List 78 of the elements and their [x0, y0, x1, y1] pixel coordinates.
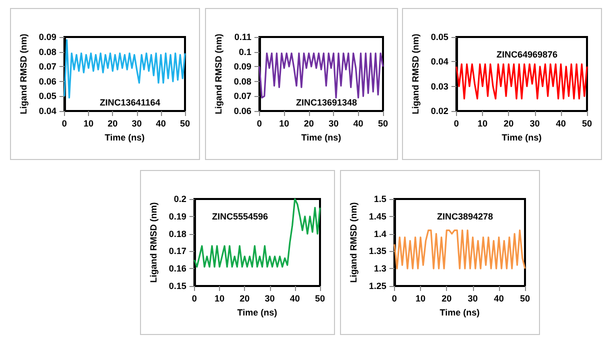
x-tick-label: 30: [468, 294, 478, 304]
y-tick-label: 0.05: [430, 32, 448, 42]
line-series: [456, 63, 588, 100]
line-series: [394, 230, 526, 270]
x-tick-label: 20: [442, 294, 452, 304]
x-tick-label: 50: [180, 118, 190, 128]
y-tick-label: 0.09: [234, 62, 252, 72]
x-axis-title: Time (ns): [301, 132, 342, 142]
y-tick-label: 1.4: [374, 228, 386, 239]
y-axis-title: Ligand RMSD (nm): [18, 34, 28, 114]
x-tick-label: 40: [156, 118, 166, 128]
y-tick-label: 1.25: [368, 281, 386, 291]
x-tick-label: 20: [304, 118, 314, 128]
y-tick-label: 0.07: [234, 91, 252, 102]
x-axis-title: Time (ns): [502, 132, 542, 142]
y-tick-label: 1.3: [374, 264, 386, 274]
x-tick-label: 30: [530, 118, 540, 128]
x-tick-label: 20: [108, 118, 118, 128]
line-series: [258, 52, 384, 98]
y-axis-title: Ligand RMSD (nm): [214, 34, 224, 114]
x-tick-label: 0: [192, 294, 197, 304]
x-tick-label: 0: [392, 294, 397, 304]
y-tick-label: 0.19: [168, 211, 186, 222]
x-tick-label: 0: [256, 118, 262, 128]
x-tick-label: 40: [290, 294, 300, 304]
x-tick-label: 10: [214, 294, 225, 304]
x-tick-label: 30: [328, 118, 339, 128]
x-tick-label: 50: [582, 118, 592, 128]
y-tick-label: 0.03: [430, 81, 448, 92]
y-tick-label: 0.02: [430, 106, 448, 116]
y-tick-label: 0.05: [38, 91, 56, 102]
x-tick-label: 20: [504, 118, 514, 128]
y-tick-label: 1.5: [374, 194, 386, 204]
y-tick-label: 0.08: [234, 76, 252, 86]
y-axis-title: Ligand RMSD (nm): [348, 202, 358, 283]
x-tick-label: 10: [416, 294, 426, 304]
y-tick-label: 0.07: [38, 62, 56, 72]
x-tick-label: 30: [132, 118, 142, 128]
text: ZINC13641164: [100, 98, 160, 108]
y-tick-label: 0.18: [168, 228, 186, 239]
y-tick-label: 0.04: [430, 56, 448, 67]
y-tick-label: 0.11: [234, 32, 252, 42]
x-tick-label: 50: [314, 294, 326, 304]
text: ZINC5554596: [212, 212, 268, 222]
y-tick-label: 0.1: [238, 46, 252, 57]
y-tick-label: 0.2: [174, 194, 186, 204]
y-tick-label: 1.45: [368, 211, 386, 222]
x-axis-title: Time (ns): [440, 308, 480, 318]
text: ZINC3894278: [436, 212, 494, 222]
y-axis-title: Ligand RMSD (nm): [148, 202, 158, 283]
x-tick-label: 50: [378, 118, 388, 128]
line-series: [64, 39, 186, 98]
text: ZINC64969876: [496, 50, 558, 60]
x-tick-label: 10: [279, 118, 290, 128]
x-tick-label: 40: [494, 294, 504, 304]
y-tick-label: 0.08: [38, 46, 56, 57]
x-tick-label: 40: [353, 118, 364, 128]
y-axis-title: Ligand RMSD (nm): [410, 34, 420, 114]
y-tick-label: 0.09: [38, 32, 56, 42]
y-tick-label: 0.04: [38, 106, 56, 116]
x-tick-label: 0: [454, 118, 459, 128]
line-series: [194, 198, 321, 268]
x-tick-label: 10: [478, 118, 488, 128]
text: ZINC13691348: [296, 98, 358, 108]
y-tick-label: 0.17: [168, 246, 186, 256]
x-axis-title: Time (ns): [237, 308, 278, 318]
x-tick-label: 10: [84, 118, 94, 128]
x-tick-label: 0: [62, 118, 67, 128]
x-tick-label: 30: [264, 294, 275, 304]
x-tick-label: 50: [520, 294, 530, 304]
y-tick-label: 0.06: [38, 76, 56, 86]
x-tick-label: 40: [556, 118, 566, 128]
y-tick-label: 0.16: [168, 264, 186, 274]
y-tick-label: 0.06: [234, 106, 252, 116]
y-tick-label: 0.15: [168, 281, 186, 291]
x-axis-title: Time (ns): [104, 132, 145, 142]
x-tick-label: 20: [240, 294, 250, 304]
y-tick-label: 1.35: [368, 246, 386, 256]
